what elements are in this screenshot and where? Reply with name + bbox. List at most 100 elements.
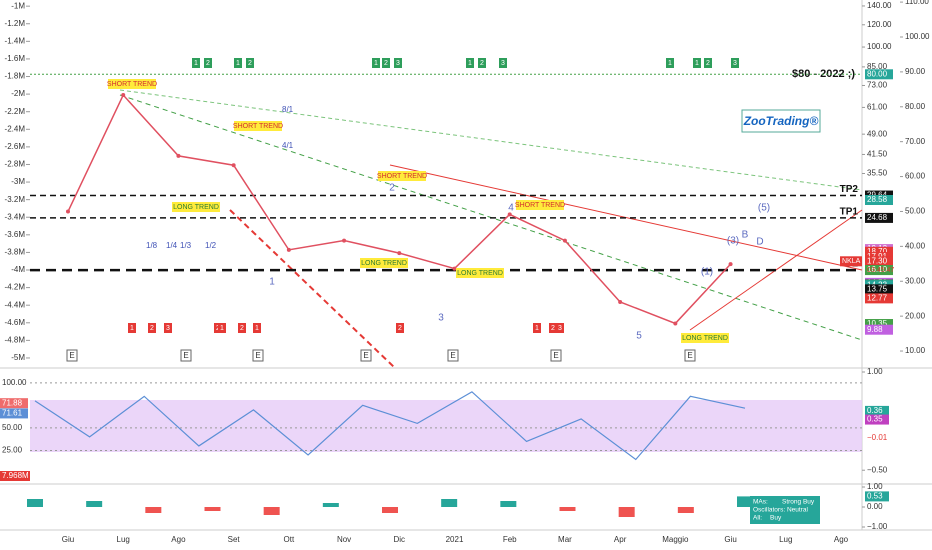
fib-label: 8/1 <box>282 105 294 114</box>
x-tick-label: Giu <box>62 535 74 544</box>
trend-tag: SHORT TREND <box>377 173 427 180</box>
signal-badge-label: 1 <box>374 60 378 67</box>
trend-tag-bg <box>108 79 156 89</box>
earnings-marker-label: E <box>363 351 368 360</box>
price-tag-label: 28.58 <box>867 195 888 204</box>
price-tag <box>865 212 893 223</box>
rating-bar <box>677 507 694 513</box>
rating-box <box>750 496 820 524</box>
price-point <box>507 212 512 217</box>
price-point <box>618 299 623 304</box>
y2-tick-label: 30.00 <box>905 276 926 285</box>
earnings-marker-label: E <box>450 351 455 360</box>
price-tag-label: 12.77 <box>867 293 888 302</box>
osc-reading: 71.61 <box>2 409 23 418</box>
price-tag <box>865 284 893 295</box>
y-tick-label: 73.00 <box>867 81 888 90</box>
y-tick-label: 100.00 <box>867 42 892 51</box>
price-tag-label: 9.88 <box>867 325 883 334</box>
rating-bar <box>382 507 398 513</box>
trend-tag: SHORT TREND <box>515 202 565 209</box>
rating-text: All: <box>753 515 762 522</box>
wave-label: D <box>756 237 763 248</box>
left-tick-label: -3.6M <box>5 230 26 239</box>
signal-badge-label: 1 <box>255 325 259 332</box>
rating-bar <box>27 499 43 507</box>
y-tick-label: 61.00 <box>867 103 888 112</box>
signal-badge-label: 1 <box>535 325 539 332</box>
osc-reading-tag <box>0 398 28 409</box>
x-tick-label: Giu <box>724 535 736 544</box>
price-tag <box>865 194 893 205</box>
signal-badge-label: 2 <box>551 325 555 332</box>
left-tick-label: -3.2M <box>5 195 26 204</box>
brand: ZooTrading® <box>743 114 819 128</box>
signal-badge <box>704 58 712 68</box>
y2-tick-label: 110.00 <box>905 0 929 6</box>
price-point <box>176 153 181 158</box>
trend-tag-bg <box>378 171 426 181</box>
price-point <box>673 321 678 326</box>
signal-badge <box>238 323 246 333</box>
signal-badge <box>372 58 380 68</box>
y-tick-label: 120.00 <box>867 20 892 29</box>
signal-badge-label: 2 <box>384 60 388 67</box>
x-tick-label: Dic <box>394 535 406 544</box>
trend-tag-bg <box>456 268 504 278</box>
signal-badge <box>164 323 172 333</box>
x-tick-label: Feb <box>503 535 517 544</box>
fib-label: 1/3 <box>180 241 192 250</box>
wave-label: (5) <box>758 203 770 214</box>
osc-y2-tag <box>865 405 889 416</box>
price-tag <box>865 265 893 276</box>
wave-label: (3) <box>727 236 739 247</box>
price-tag-label: 17.30 <box>867 256 888 265</box>
signal-badge-label: 1 <box>130 325 134 332</box>
brand-box <box>741 109 821 133</box>
price-tag-label: 10.35 <box>867 319 888 328</box>
wave-label: (1) <box>701 267 713 278</box>
signal-badge-label: 1 <box>220 325 224 332</box>
rating-bar <box>618 507 635 517</box>
price-point <box>397 251 402 256</box>
x-tick-label: Ago <box>171 535 186 544</box>
price-tag <box>865 69 893 80</box>
trend-tag-bg <box>516 200 564 210</box>
rating-bar <box>500 501 517 507</box>
x-tick-label: 2021 <box>446 535 464 544</box>
earnings-marker <box>360 349 372 362</box>
trend-tag-bg <box>234 121 282 131</box>
volume-label: 7.968M <box>2 471 29 480</box>
left-tick-label: -2.8M <box>5 160 26 169</box>
left-tick-label: -3.4M <box>5 212 26 221</box>
rating-text: MAs: <box>753 499 768 506</box>
signal-badge <box>396 323 404 333</box>
rating-bar <box>737 496 753 507</box>
signal-badge <box>466 58 474 68</box>
price-point <box>452 266 457 271</box>
x-tick-label: Nov <box>337 535 351 544</box>
earnings-marker <box>252 349 264 362</box>
x-tick-label: Ago <box>834 535 849 544</box>
price-tag-label: 24.68 <box>867 213 888 222</box>
left-tick-label: -5M <box>11 353 25 362</box>
signal-badge-label: 1 <box>236 60 240 67</box>
earnings-marker <box>447 349 459 362</box>
osc-tick-label: 100.00 <box>2 378 27 387</box>
left-tick-label: -1.6M <box>5 54 26 63</box>
earnings-marker-label: E <box>183 351 188 360</box>
signal-badge <box>478 58 486 68</box>
trend-tag: SHORT TREND <box>233 123 283 130</box>
price-point <box>121 93 126 98</box>
price-point <box>342 238 347 243</box>
price-tag <box>865 256 893 267</box>
left-tick-label: -2.2M <box>5 107 26 116</box>
y2-tick-label: 60.00 <box>905 172 926 181</box>
left-tick-label: -2.6M <box>5 142 26 151</box>
price-point <box>562 238 567 243</box>
signal-badge-label: 1 <box>695 60 699 67</box>
wave-label: 5 <box>636 331 642 342</box>
rating-bar <box>322 503 339 507</box>
signal-badge <box>549 323 557 333</box>
